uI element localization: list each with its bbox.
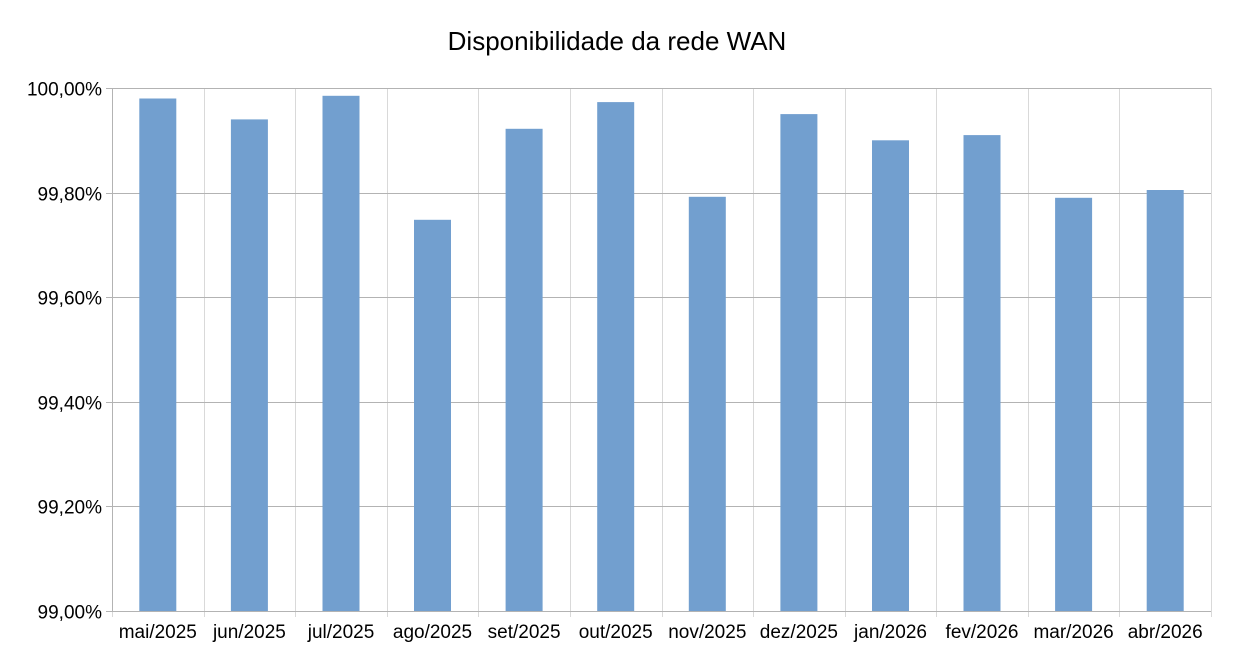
x-tick-label: jan/2026 (853, 622, 927, 643)
x-tick-label: jul/2025 (307, 622, 375, 643)
bar (139, 98, 177, 611)
y-tick-label: 99,20% (38, 498, 103, 519)
x-tick-label: mar/2026 (1033, 622, 1113, 643)
bars-layer (139, 95, 1184, 612)
bar (597, 102, 635, 611)
x-tick-label: dez/2025 (760, 622, 838, 643)
bar (1146, 190, 1184, 611)
bar (688, 196, 726, 612)
x-tick-label: out/2025 (579, 622, 653, 643)
y-tick-label: 99,00% (38, 603, 103, 624)
x-tick-label: fev/2026 (946, 622, 1019, 643)
bar (780, 114, 818, 611)
y-tick-label: 100,00% (27, 80, 102, 101)
bar (872, 140, 909, 612)
bar (414, 219, 451, 612)
y-tick-label: 99,60% (38, 289, 103, 310)
x-tick-label: set/2025 (488, 622, 561, 643)
bar (505, 128, 543, 612)
bar (230, 119, 268, 612)
x-tick-label: mai/2025 (119, 622, 197, 643)
x-axis-tick-labels: mai/2025 jun/2025 jul/2025 ago/2025 set/2025… (119, 622, 1203, 643)
y-axis-tick-labels: 99,00% 99,20% 99,40% 99,60% 99,80% 100,00% (27, 80, 102, 624)
y-tick-label: 99,80% (38, 185, 103, 206)
bar (1055, 197, 1093, 612)
axis-layer (112, 88, 1211, 612)
chart-title: Disponibilidade da rede WAN (448, 26, 787, 56)
bar (963, 135, 1001, 611)
x-tick-label: jun/2025 (212, 622, 286, 643)
x-tick-label: abr/2026 (1128, 622, 1203, 643)
bar (322, 95, 360, 612)
x-tick-label: nov/2025 (668, 622, 746, 643)
grid-layer (106, 88, 1212, 617)
x-tick-label: ago/2025 (393, 622, 472, 643)
y-tick-label: 99,40% (38, 394, 103, 415)
